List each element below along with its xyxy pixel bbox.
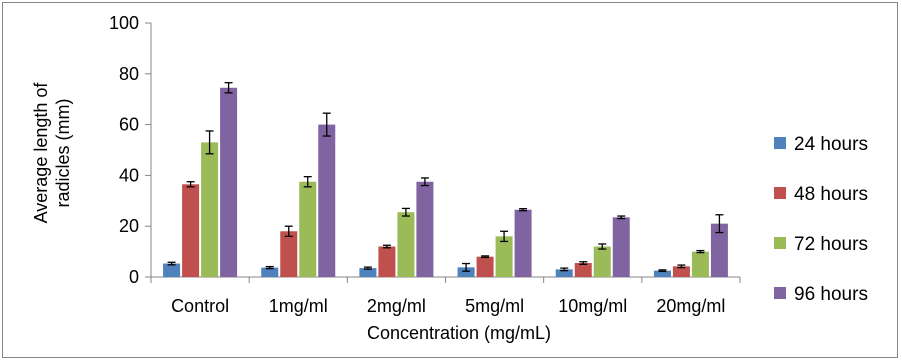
plot-area: 0 20 40 60 80 100 Control 1mg/ml 2mg/ml 5mg/ml 10m… — [109, 13, 741, 316]
x-tick-label: 2mg/ml — [367, 296, 426, 316]
y-tick-label: 60 — [119, 115, 139, 135]
bar — [476, 256, 494, 277]
bar — [182, 184, 200, 277]
bar — [280, 231, 298, 277]
bar — [653, 270, 671, 277]
x-tick-label: 20mg/ml — [656, 296, 725, 316]
bar — [397, 212, 415, 277]
legend-label: 72 hours — [794, 234, 868, 255]
bar — [612, 217, 630, 277]
y-axis-label-line-2: radicles (mm) — [53, 98, 73, 207]
y-axis-label-line-1: Average length of — [31, 82, 51, 224]
bar — [201, 142, 219, 277]
y-tick-label: 20 — [119, 216, 139, 236]
bar — [359, 268, 377, 277]
bar-chart: Average length of radicles (mm) 0 20 40 60 8… — [31, 13, 868, 343]
y-tick-label: 80 — [119, 64, 139, 84]
legend-swatch — [774, 137, 786, 149]
legend-label: 96 hours — [794, 284, 868, 305]
bar — [416, 181, 434, 277]
x-tick-label: 1mg/ml — [269, 296, 328, 316]
y-axis-label: Average length of radicles (mm) — [31, 82, 73, 224]
x-tick-label: Control — [171, 296, 229, 316]
bar — [555, 269, 573, 277]
bar — [514, 209, 532, 277]
y-tick-label: 0 — [129, 267, 139, 287]
bar — [710, 223, 728, 277]
legend-label: 24 hours — [794, 134, 868, 155]
bar — [220, 87, 238, 278]
bar — [593, 246, 611, 277]
bar — [457, 267, 475, 277]
chart-frame: Average length of radicles (mm) 0 20 40 60 8… — [2, 2, 898, 358]
x-tick-label: 10mg/ml — [558, 296, 627, 316]
bar — [691, 251, 709, 277]
bar — [495, 236, 513, 277]
bar — [299, 181, 317, 277]
bar — [672, 266, 690, 277]
y-tick-label: 40 — [119, 165, 139, 185]
legend-label: 48 hours — [794, 184, 868, 205]
bar — [261, 267, 279, 277]
y-tick-label: 100 — [109, 13, 139, 33]
bar — [318, 124, 336, 277]
legend-swatch — [774, 287, 786, 299]
bar — [574, 263, 592, 277]
legend-swatch — [774, 187, 786, 199]
x-tick-label: 5mg/ml — [465, 296, 524, 316]
x-axis-label: Concentration (mg/mL) — [367, 323, 551, 343]
bar — [378, 246, 396, 277]
legend-swatch — [774, 237, 786, 249]
bar — [163, 263, 181, 277]
legend: 24 hours 48 hours 72 hours 96 hours — [774, 134, 868, 305]
